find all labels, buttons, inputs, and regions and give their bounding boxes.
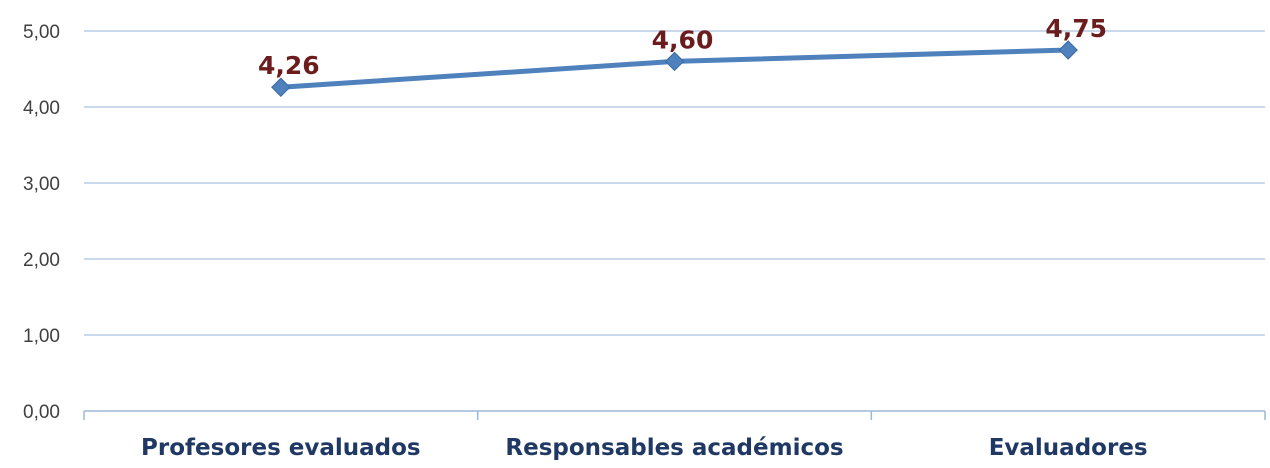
y-tick-label: 1,00 bbox=[23, 326, 60, 347]
data-point-marker bbox=[1058, 40, 1078, 60]
y-axis-ticks: 0,00 1,00 2,00 3,00 4,00 5,00 bbox=[23, 22, 60, 423]
data-label: 4,26 bbox=[258, 51, 320, 80]
x-axis-ticks: Profesores evaluados Responsables académi… bbox=[141, 435, 1148, 461]
data-point-marker bbox=[664, 51, 685, 72]
x-tick-label: Profesores evaluados bbox=[141, 435, 421, 461]
y-tick-label: 5,00 bbox=[23, 22, 60, 43]
data-label: 4,60 bbox=[652, 25, 714, 54]
y-tick-label: 2,00 bbox=[23, 250, 60, 271]
x-tick-label: Evaluadores bbox=[989, 435, 1148, 461]
x-tick-label: Responsables académicos bbox=[505, 435, 843, 461]
y-tick-label: 0,00 bbox=[23, 402, 60, 423]
data-labels: 4,26 4,60 4,75 bbox=[258, 14, 1107, 80]
data-markers bbox=[271, 40, 1078, 97]
data-label: 4,75 bbox=[1045, 14, 1107, 43]
gridlines bbox=[84, 30, 1265, 336]
data-point-marker bbox=[271, 77, 291, 97]
axes bbox=[83, 410, 1266, 420]
y-tick-label: 4,00 bbox=[23, 98, 60, 119]
y-tick-label: 3,00 bbox=[23, 174, 60, 195]
